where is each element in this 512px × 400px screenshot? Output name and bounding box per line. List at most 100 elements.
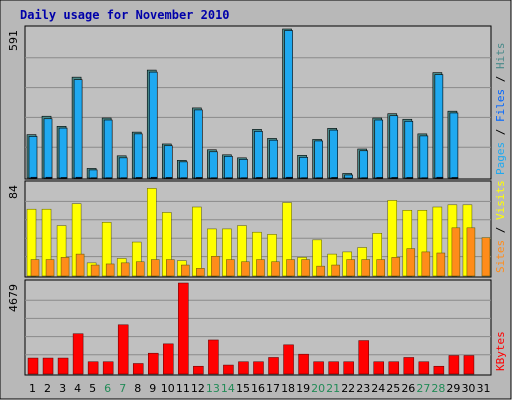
bar-sites-9 — [151, 259, 160, 277]
bar-kbytes-25 — [388, 361, 400, 375]
y-max-label: 591 — [7, 30, 20, 51]
bar-files-10 — [163, 145, 173, 179]
bar-pages-8 — [135, 177, 143, 179]
panel-1: 84 Sites / Visits — [7, 180, 507, 278]
x-tick-label-5: 5 — [89, 382, 96, 395]
bar-sites-1 — [30, 259, 40, 277]
bar-pages-24 — [376, 177, 384, 179]
bar-pages-3 — [60, 177, 68, 179]
x-tick-label-14: 14 — [221, 382, 235, 395]
x-tick-label-18: 18 — [281, 382, 295, 395]
bar-files-18 — [284, 30, 293, 179]
x-tick-label-27: 27 — [416, 382, 430, 395]
bar-sites-21 — [331, 264, 340, 277]
bar-files-26 — [404, 120, 414, 179]
legend-part-2: Visits — [494, 180, 507, 220]
bar-files-17 — [269, 139, 278, 179]
bar-sites-17 — [271, 261, 280, 277]
bar-files-3 — [58, 127, 68, 179]
x-tick-label-15: 15 — [236, 382, 250, 395]
bar-kbytes-26 — [403, 357, 415, 375]
x-tick-label-11: 11 — [176, 382, 190, 395]
x-tick-label-29: 29 — [446, 382, 460, 395]
bar-kbytes-9 — [148, 352, 159, 375]
bar-files-20 — [314, 140, 323, 179]
bar-pages-9 — [150, 176, 158, 179]
legend-part-0: Pages — [494, 142, 507, 175]
x-tick-label-17: 17 — [266, 382, 280, 395]
x-tick-label-2: 2 — [44, 382, 51, 395]
legend-part-1: / — [494, 220, 507, 240]
bar-pages-28 — [436, 176, 444, 179]
legend-part-1: / — [494, 122, 507, 142]
bar-sites-27 — [421, 251, 431, 277]
bar-kbytes-14 — [223, 364, 234, 375]
bar-sites-24 — [376, 259, 385, 277]
chart-title: Daily usage for November 2010 — [20, 8, 230, 22]
plot-panels: 591 Pages / Files / Hits 84 Sites / Visits 4… — [7, 25, 507, 376]
bar-kbytes-19 — [298, 353, 309, 375]
bar-kbytes-18 — [283, 344, 294, 375]
bar-sites-12 — [196, 268, 205, 277]
bar-pages-26 — [406, 177, 414, 179]
bar-pages-1 — [30, 176, 38, 179]
bar-sites-31 — [481, 237, 491, 277]
bar-kbytes-1 — [27, 357, 39, 375]
x-tick-label-10: 10 — [161, 382, 175, 395]
bar-sites-2 — [45, 259, 55, 277]
bar-sites-20 — [316, 265, 325, 277]
bar-kbytes-7 — [117, 324, 129, 375]
x-tick-label-21: 21 — [326, 382, 340, 395]
panel-0: 591 Pages / Files / Hits — [7, 25, 507, 180]
bar-files-13 — [209, 151, 218, 179]
y-max-label: 4679 — [7, 284, 20, 312]
bar-kbytes-6 — [102, 361, 114, 375]
bar-kbytes-27 — [418, 361, 430, 375]
x-tick-label-3: 3 — [59, 382, 66, 395]
series-legend: Pages / Files / Hits — [494, 43, 507, 176]
bar-files-21 — [329, 129, 338, 179]
bar-sites-8 — [135, 261, 145, 277]
bar-pages-29 — [451, 177, 459, 179]
bar-sites-5 — [90, 264, 100, 277]
bar-files-5 — [88, 169, 98, 179]
bar-kbytes-8 — [132, 363, 144, 375]
x-tick-label-30: 30 — [461, 382, 475, 395]
bar-kbytes-20 — [313, 361, 324, 375]
bar-files-27 — [419, 135, 429, 179]
panel-2: 4679 KBytes — [7, 279, 507, 376]
bar-pages-4 — [75, 176, 83, 179]
x-tick-label-6: 6 — [104, 382, 111, 395]
x-tick-label-13: 13 — [206, 382, 220, 395]
x-axis-ticks: 1 2 3 4 5 6 7 8 9 10 11 12 13 14 15 16 17 18 19 20 21 22 23 24 2… — [29, 382, 490, 395]
x-tick-label-8: 8 — [134, 382, 141, 395]
bar-files-6 — [103, 119, 113, 179]
bar-files-25 — [389, 115, 399, 179]
bar-sites-30 — [466, 227, 476, 277]
x-tick-label-7: 7 — [119, 382, 126, 395]
bar-sites-6 — [105, 263, 115, 277]
bar-pages-16 — [256, 177, 263, 179]
legend-part-2: Files — [494, 89, 507, 122]
bar-files-14 — [224, 156, 233, 179]
bar-files-24 — [374, 119, 384, 179]
bar-kbytes-10 — [163, 343, 174, 375]
bar-files-2 — [43, 118, 53, 179]
bar-files-23 — [359, 150, 369, 179]
bar-files-22 — [344, 174, 353, 179]
bar-visits-12 — [192, 206, 202, 277]
bar-kbytes-16 — [253, 361, 264, 375]
bar-sites-26 — [406, 248, 416, 277]
x-tick-label-4: 4 — [74, 382, 81, 395]
bar-kbytes-21 — [328, 361, 339, 375]
bar-files-15 — [239, 159, 248, 179]
bar-kbytes-22 — [343, 361, 354, 375]
x-tick-label-12: 12 — [191, 382, 205, 395]
bar-kbytes-13 — [208, 339, 219, 375]
bar-sites-11 — [181, 264, 190, 277]
bar-files-29 — [449, 112, 459, 179]
bar-pages-25 — [391, 177, 399, 179]
bar-sites-13 — [211, 256, 220, 277]
